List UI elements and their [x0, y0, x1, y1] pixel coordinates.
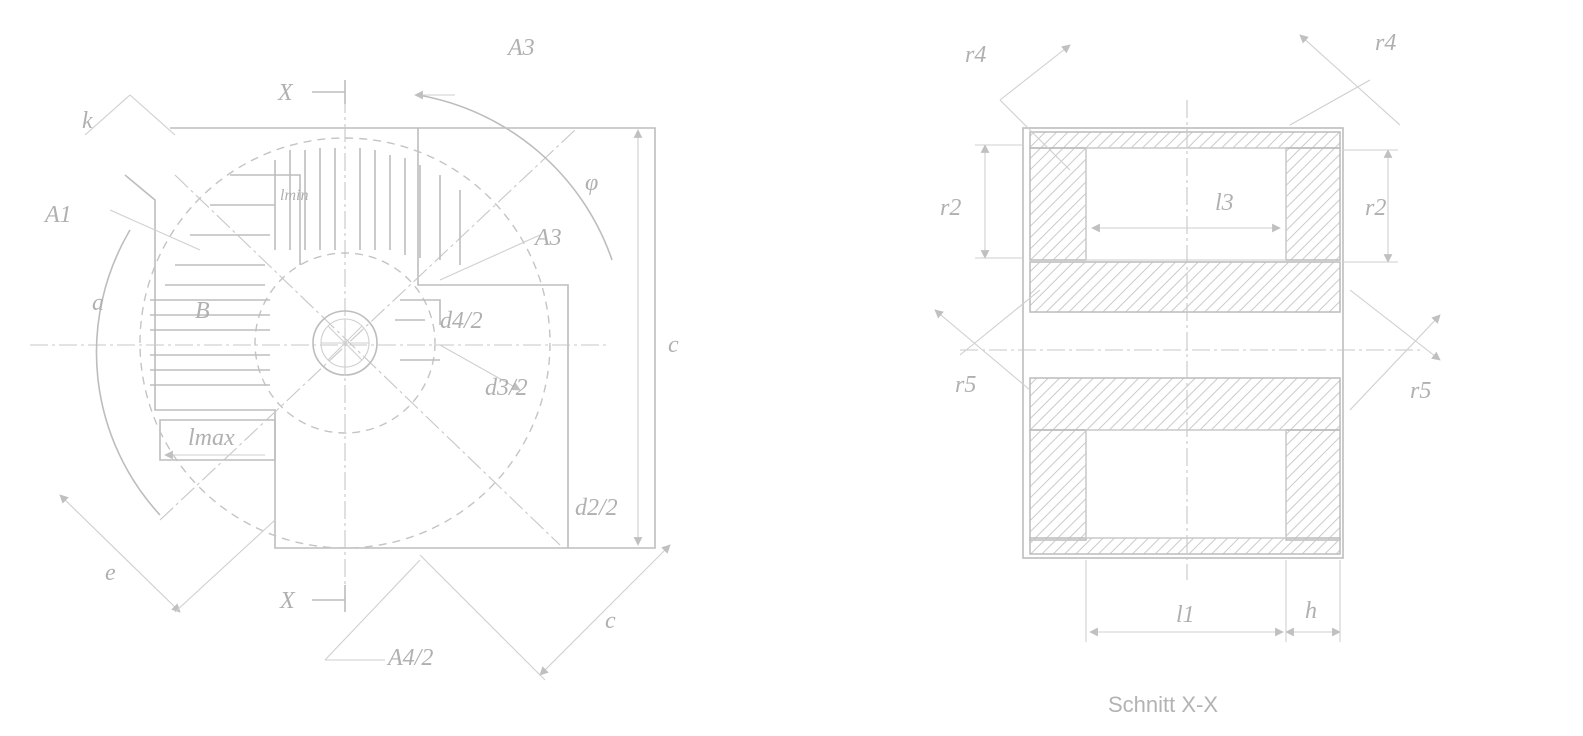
- label-r4-right: r4: [1375, 30, 1396, 56]
- rotor-vanes: [150, 148, 461, 386]
- wall-bottom: [1029, 537, 1341, 555]
- wall-mid-upper: [1029, 261, 1341, 313]
- label-r4-left: r4: [965, 42, 986, 68]
- label-lmax: lmax: [188, 425, 235, 451]
- label-b: B: [195, 298, 210, 324]
- label-k: k: [82, 108, 93, 134]
- label-h: h: [1305, 598, 1317, 624]
- label-r5-right: r5: [1410, 378, 1431, 404]
- label-lmin: lmin: [280, 187, 308, 204]
- lower-left-notch: [159, 419, 276, 461]
- label-r2-right: r2: [1365, 195, 1386, 221]
- wall-left-upper: [1029, 147, 1087, 261]
- section-mark-bottom: X: [279, 588, 296, 614]
- label-phi: φ: [585, 170, 598, 196]
- pitch-circle-d3: [254, 252, 436, 434]
- label-c-right: c: [668, 332, 679, 358]
- wall-mid-lower: [1029, 377, 1341, 431]
- section-dimensions: [934, 34, 1441, 642]
- label-a: a: [92, 290, 104, 316]
- swing-arc-a3: [417, 94, 613, 261]
- label-r2-left: r2: [940, 195, 961, 221]
- label-c-bottom: c: [605, 608, 616, 634]
- housing-outline: [124, 127, 656, 549]
- pitch-circle-d2: [139, 137, 551, 549]
- section-marker-top: X: [277, 80, 346, 106]
- label-a1: A1: [43, 202, 72, 228]
- swing-arc-a: [95, 229, 161, 516]
- label-l1: l1: [1176, 602, 1195, 628]
- label-e: e: [105, 560, 116, 586]
- hub-outer: [312, 310, 378, 376]
- wall-right-upper: [1285, 147, 1341, 261]
- label-l3: l3: [1215, 190, 1234, 216]
- wall-right-lower: [1285, 429, 1341, 541]
- section-marker-bottom: X: [279, 585, 346, 614]
- cavity-upper: [1085, 147, 1287, 261]
- label-r5-left: r5: [955, 372, 976, 398]
- inner-step-outline: [417, 128, 569, 548]
- label-d2-half: d2/2: [575, 495, 618, 521]
- plan-view: X X A3 A3 k A1 φ lmin B a c d4/2 d3/2 d2…: [30, 35, 679, 681]
- wall-left-lower: [1029, 429, 1087, 541]
- label-a4-half: A4/2: [386, 645, 433, 671]
- section-outline: [1022, 127, 1344, 559]
- hub-spokes: [321, 319, 369, 367]
- label-d3-half: d3/2: [485, 375, 528, 401]
- diagonal-center-line-1: [174, 174, 561, 546]
- plan-dimensions: [59, 90, 671, 681]
- section-mark-top: X: [277, 80, 294, 106]
- label-a3-top: A3: [506, 35, 535, 61]
- wall-top: [1029, 131, 1341, 149]
- section-view: r4 r4 r2 r2 l3 r5 r5 l1 h Schnitt X-X: [934, 30, 1441, 717]
- label-d4-half: d4/2: [440, 308, 483, 334]
- section-caption: Schnitt X-X: [1108, 692, 1218, 717]
- cavity-lower: [1085, 429, 1287, 539]
- label-a3-right: A3: [533, 225, 562, 251]
